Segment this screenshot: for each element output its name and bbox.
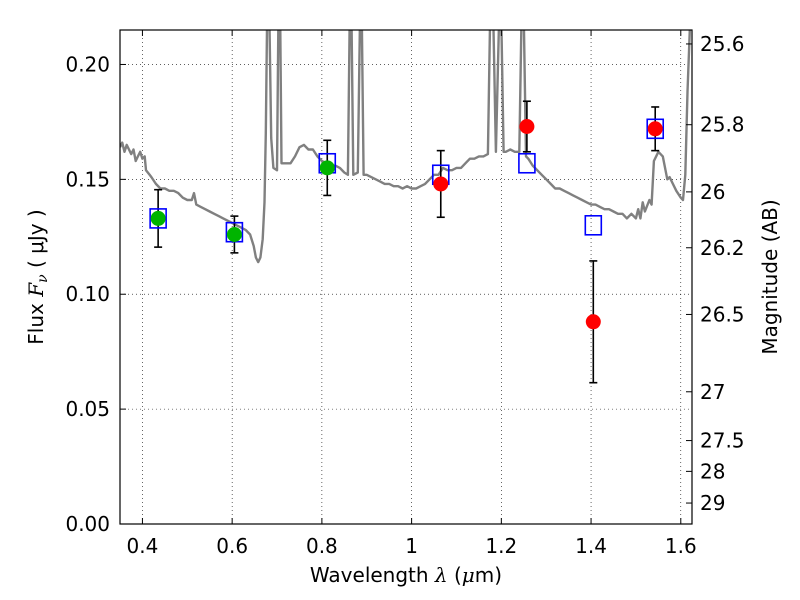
x-tick-label: 0.6 xyxy=(216,534,248,558)
y2-tick-label: 26.5 xyxy=(700,302,745,326)
x-tick-label: 0.4 xyxy=(127,534,159,558)
observed-point-green xyxy=(319,160,335,176)
observed-photometry xyxy=(150,119,663,330)
observed-point-green xyxy=(150,210,166,226)
x-tick-label: 1.2 xyxy=(485,534,517,558)
plot-frame xyxy=(119,29,693,525)
y-label-symbol: F xyxy=(24,282,48,298)
y-label-prefix: Flux xyxy=(24,297,48,345)
observed-point-red xyxy=(433,176,449,192)
x-label-unit-rest: m) xyxy=(475,563,502,587)
y-tick-label: 0.20 xyxy=(65,52,110,76)
y2-tick-label: 25.6 xyxy=(700,32,745,56)
y-tick-label: 0.00 xyxy=(65,512,110,536)
x-tick-label: 1 xyxy=(405,534,418,558)
y-tick-label: 0.05 xyxy=(65,397,110,421)
y2-tick-label: 28 xyxy=(700,459,725,483)
x-axis-ticks: 0.4 0.6 0.8 1 1.2 1.4 1.6 xyxy=(127,30,697,558)
x-label-prefix: Wavelength xyxy=(310,563,435,587)
spectrum-line xyxy=(120,30,692,264)
y2-tick-label: 25.8 xyxy=(700,113,745,137)
y-axis-ticks: 0.00 0.05 0.10 0.15 0.20 xyxy=(65,52,126,536)
y2-tick-label: 26 xyxy=(700,180,725,204)
observed-point-green xyxy=(226,226,242,242)
model-spectrum xyxy=(120,30,692,264)
observed-point-red xyxy=(519,119,535,135)
y2-tick-label: 27.5 xyxy=(700,429,745,453)
y-axis-label: Flux Fν ( μJy ) xyxy=(24,209,51,344)
y-tick-label: 0.10 xyxy=(65,282,110,306)
x-label-symbol: λ xyxy=(434,563,448,587)
y2-axis-label: Magnitude (AB) xyxy=(758,199,782,354)
y2-tick-label: 29 xyxy=(700,491,725,515)
y2-tick-label: 26.2 xyxy=(700,236,745,260)
x-tick-label: 1.6 xyxy=(665,534,697,558)
model-photometry-square xyxy=(646,118,665,140)
plot-background xyxy=(120,30,692,524)
x-tick-label: 0.8 xyxy=(306,534,338,558)
model-photometry-square xyxy=(518,152,536,174)
x-label-unit-symbol: μ xyxy=(462,563,475,587)
model-photometry-square xyxy=(584,215,603,236)
y-label-unit: ( μJy ) xyxy=(24,209,48,274)
y2-axis-ticks: 25.6 25.8 26 26.2 26.5 27 27.5 28 29 xyxy=(686,32,745,515)
y2-tick-label: 27 xyxy=(700,380,725,404)
observed-point-red xyxy=(647,121,663,137)
x-tick-label: 1.4 xyxy=(575,534,607,558)
y-label-subscript: ν xyxy=(35,274,51,283)
model-photometry-square xyxy=(149,208,167,229)
x-label-unit-open: ( xyxy=(448,563,462,587)
y-tick-label: 0.15 xyxy=(65,167,110,191)
observed-point-red xyxy=(585,314,601,330)
x-axis-label: Wavelength λ (μm) xyxy=(310,563,502,587)
